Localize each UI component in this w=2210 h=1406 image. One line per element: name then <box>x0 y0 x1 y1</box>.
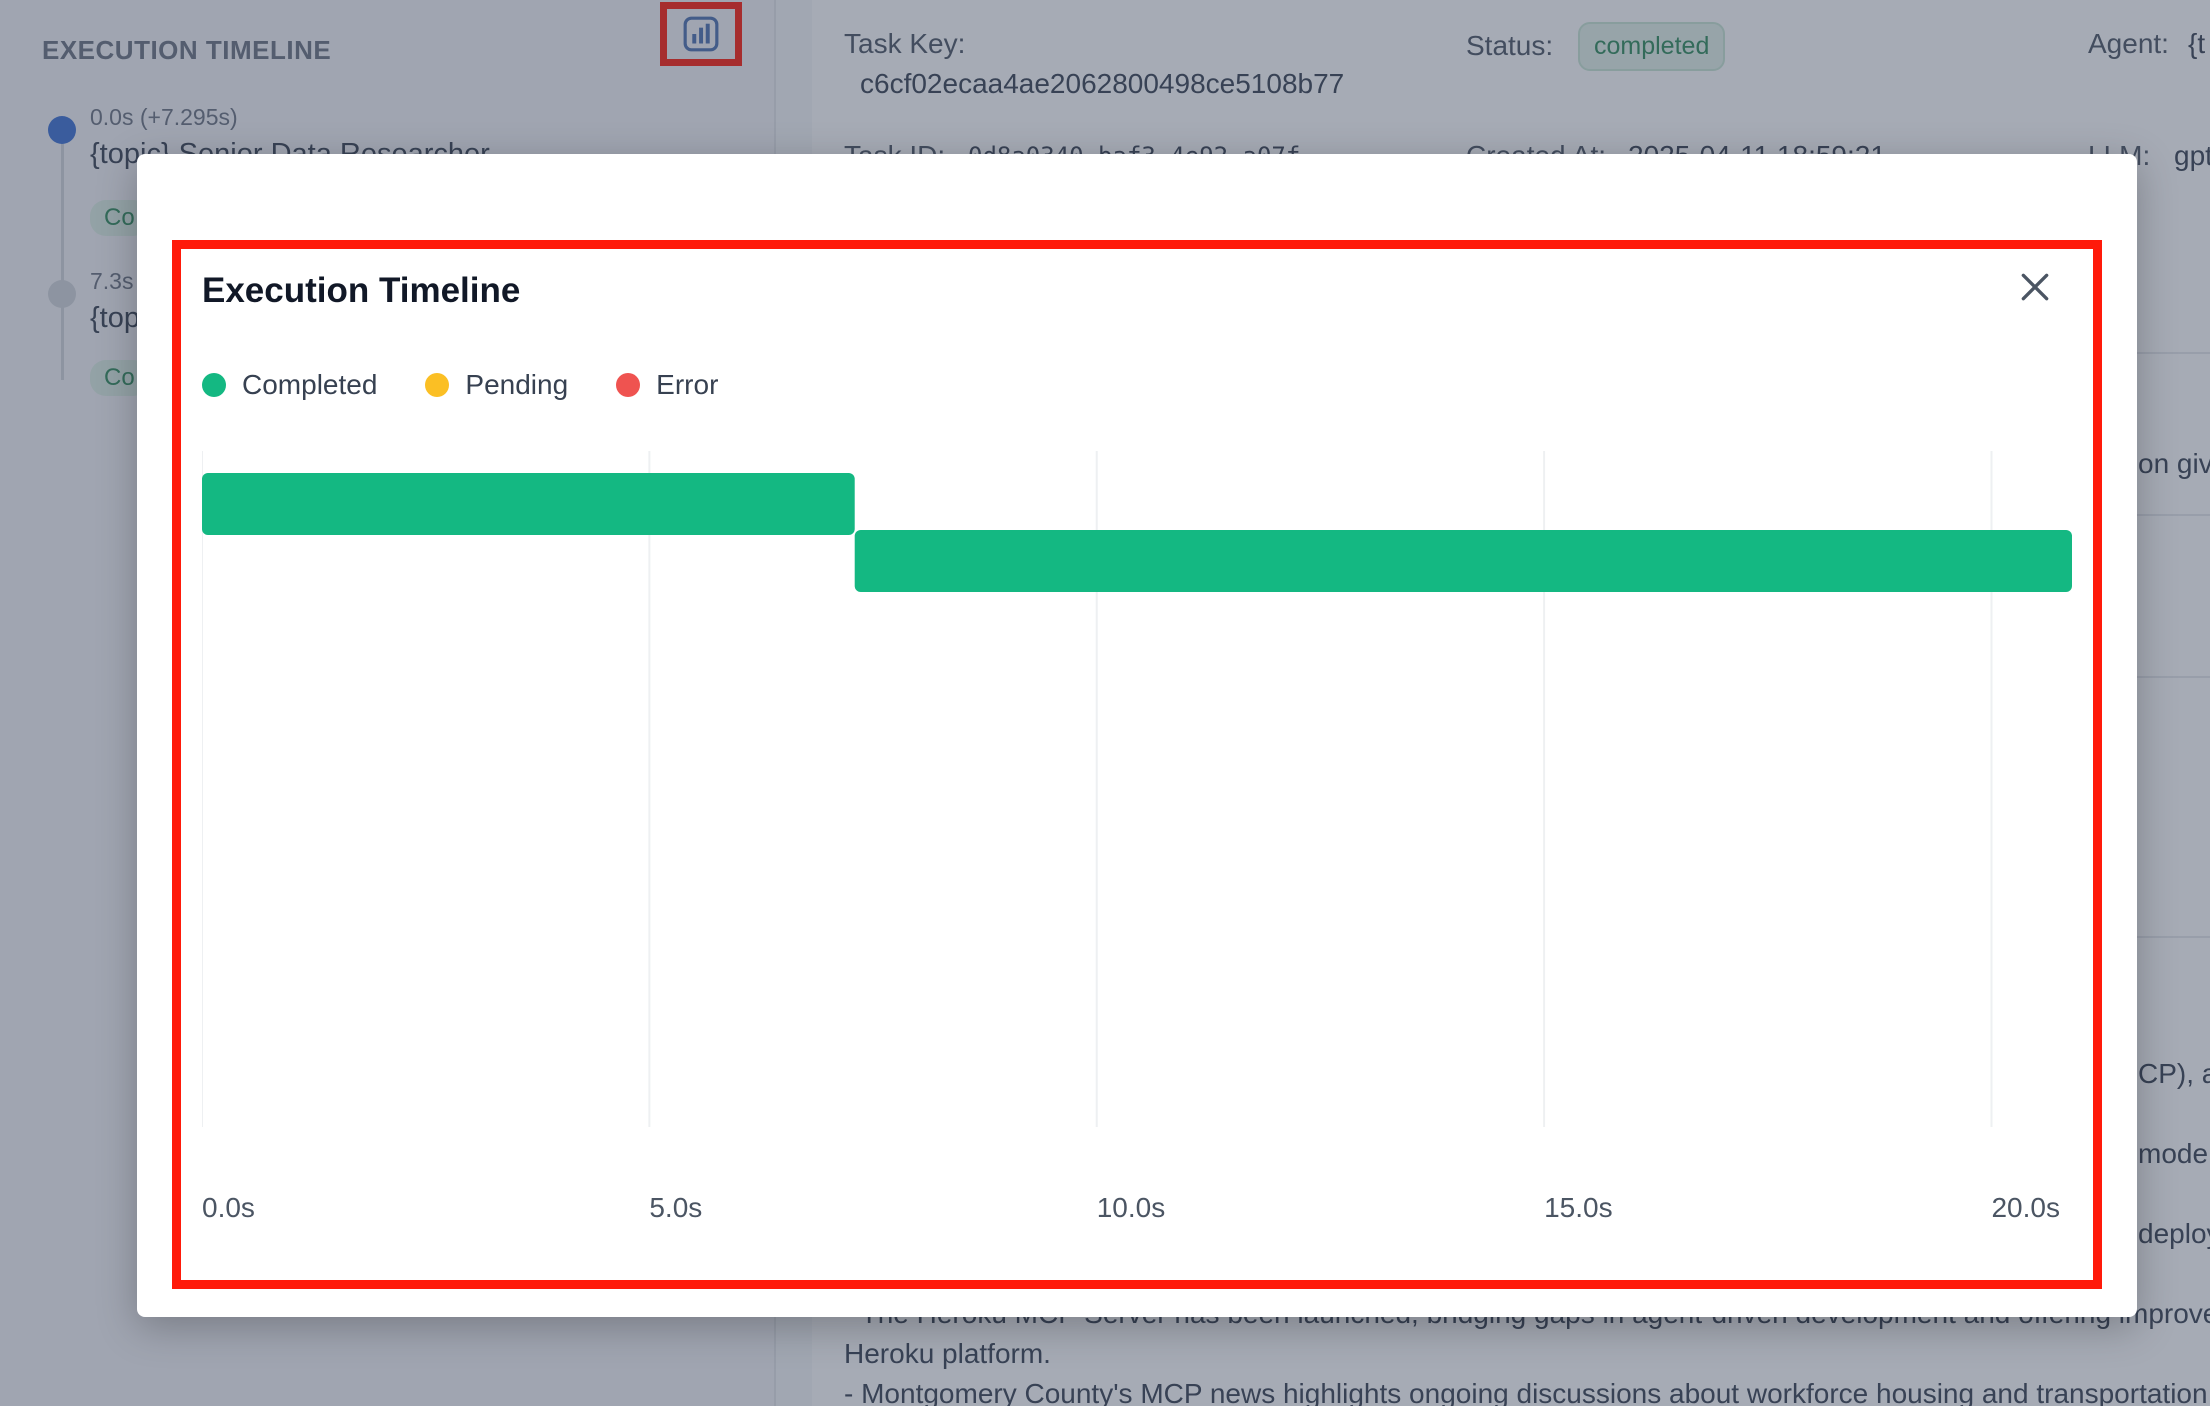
timeline-connector <box>61 130 64 380</box>
task-key-label: Task Key: <box>844 28 966 59</box>
divider <box>2132 676 2210 678</box>
chart-legend: Completed Pending Error <box>202 369 718 401</box>
output-text: CP), a <box>2138 1058 2210 1089</box>
output-text: deploy <box>2138 1218 2210 1249</box>
execution-timeline-modal: Execution Timeline Completed Pending Err… <box>137 154 2137 1317</box>
legend-label: Completed <box>242 369 378 400</box>
sidebar-header: EXECUTION TIMELINE <box>42 2 742 80</box>
output-text: mode, <box>2138 1138 2210 1169</box>
legend-item-completed: Completed <box>202 369 377 401</box>
output-text: Heroku platform. <box>844 1338 1051 1369</box>
legend-item-pending: Pending <box>425 369 568 401</box>
status-label: Status: <box>1466 30 1554 61</box>
timeline-bar[interactable] <box>202 473 855 535</box>
timeline-time: 7.3s <box>90 268 134 294</box>
status-badge: completed <box>1578 22 1726 71</box>
legend-swatch <box>616 373 641 397</box>
x-tick-label: 20.0s <box>1991 1192 2060 1223</box>
timeline-chart-button[interactable] <box>660 2 742 66</box>
legend-label: Pending <box>465 369 569 400</box>
legend-label: Error <box>656 369 719 400</box>
legend-swatch <box>202 373 226 397</box>
timeline-dot-active <box>48 116 76 144</box>
agent-label: Agent: <box>2088 28 2169 59</box>
output-text: on giv <box>2138 448 2210 479</box>
sidebar-title: EXECUTION TIMELINE <box>42 34 332 65</box>
timeline-bar[interactable] <box>854 530 2072 592</box>
timeline-time: 0.0s (+7.295s) <box>90 104 238 130</box>
modal-title: Execution Timeline <box>202 271 521 310</box>
bar-chart-icon <box>683 16 719 52</box>
x-tick-label: 15.0s <box>1544 1192 1613 1223</box>
x-tick-label: 0.0s <box>202 1192 255 1223</box>
x-tick-label: 10.0s <box>1097 1192 1166 1223</box>
legend-swatch <box>425 373 450 397</box>
llm-value: gpt <box>2174 140 2210 171</box>
task-key-value: c6cf02ecaa4ae2062800498ce5108b77 <box>860 68 1345 99</box>
agent-value: {t <box>2188 28 2206 59</box>
timeline-dot-idle <box>48 280 76 308</box>
divider <box>2132 514 2210 516</box>
output-text: - Montgomery County's MCP news highlight… <box>844 1378 2208 1406</box>
timeline-chart: 0.0s 5.0s 10.0s 15.0s 20.0s <box>202 451 2072 1261</box>
timeline-chart-svg: 0.0s 5.0s 10.0s 15.0s 20.0s <box>202 451 2072 1223</box>
x-tick-label: 5.0s <box>649 1192 702 1223</box>
close-icon[interactable] <box>2015 267 2055 307</box>
legend-item-error: Error <box>616 369 718 401</box>
modal-content: Execution Timeline Completed Pending Err… <box>172 240 2102 1289</box>
timeline-task-name: {top <box>90 302 140 334</box>
divider <box>2132 352 2210 354</box>
divider <box>2132 936 2210 938</box>
